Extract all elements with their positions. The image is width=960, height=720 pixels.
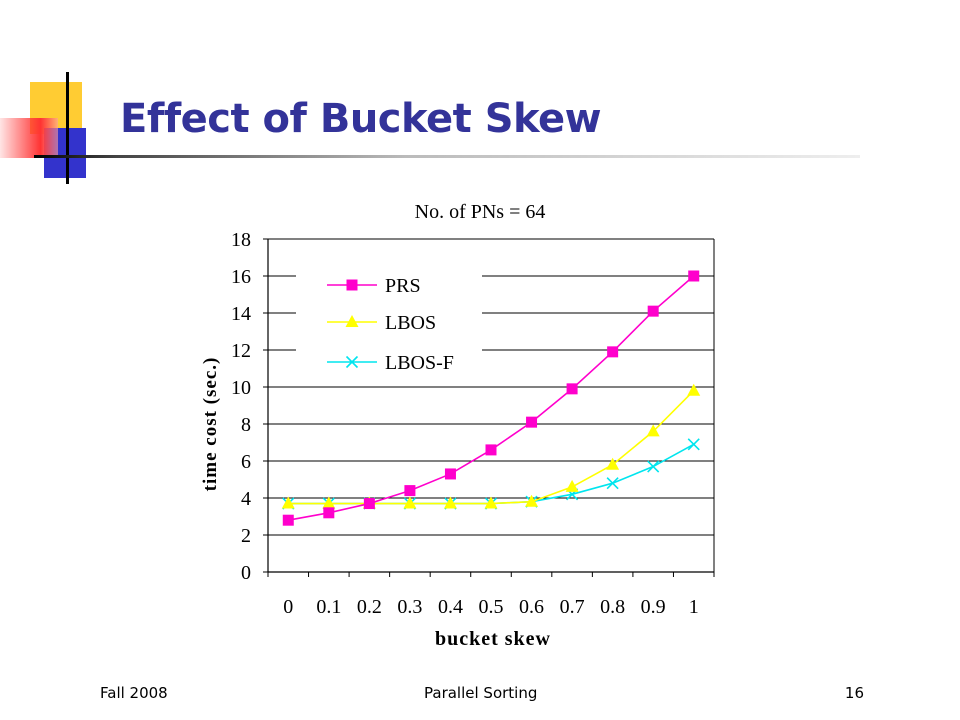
chart-title: No. of PNs = 64 (415, 201, 546, 223)
y-tick-label: 8 (241, 414, 251, 436)
data-point-prs (444, 468, 456, 480)
legend-marker (345, 355, 359, 369)
data-point-prs (404, 485, 416, 497)
x-tick-label: 0.9 (641, 596, 666, 618)
data-point-lbos-f (687, 438, 700, 451)
legend-label: LBOS-F (385, 352, 454, 374)
data-point-prs (282, 514, 294, 526)
y-tick-label: 16 (231, 266, 251, 288)
data-point-lbos (525, 494, 539, 507)
x-tick-label: 0.4 (438, 596, 463, 618)
decorative-red-square (0, 118, 58, 158)
y-tick-label: 18 (231, 229, 251, 251)
data-point-lbos (565, 479, 579, 492)
data-point-prs (607, 346, 619, 358)
data-point-lbos-f (647, 460, 660, 473)
legend-marker (346, 279, 358, 291)
data-point-lbos (646, 424, 660, 437)
x-axis-label: bucket skew (435, 628, 551, 650)
legend-label: PRS (385, 275, 421, 297)
data-point-prs (526, 416, 538, 428)
y-tick-label: 12 (231, 340, 251, 362)
x-tick-label: 0.6 (519, 596, 544, 618)
y-axis-label: time cost (sec.) (200, 357, 221, 492)
data-point-prs (688, 270, 700, 282)
page-number: 16 (844, 684, 864, 702)
data-point-lbos (687, 383, 701, 396)
y-tick-label: 10 (231, 377, 251, 399)
data-point-lbos-f (606, 477, 619, 490)
data-point-prs (566, 383, 578, 395)
x-tick-label: 0 (283, 596, 293, 618)
y-tick-label: 2 (241, 525, 251, 547)
x-tick-label: 0.3 (397, 596, 422, 618)
data-point-lbos (403, 496, 417, 509)
footer-topic: Parallel Sorting (424, 684, 538, 702)
decorative-vertical-line (66, 72, 69, 184)
data-point-prs (647, 305, 659, 317)
slide-title: Effect of Bucket Skew (120, 96, 602, 142)
data-point-prs (363, 498, 375, 510)
data-point-prs (323, 507, 335, 519)
y-tick-label: 6 (241, 451, 251, 473)
data-point-lbos (281, 496, 295, 509)
y-tick-label: 0 (241, 562, 251, 584)
data-point-lbos (606, 457, 620, 470)
legend-marker (345, 315, 359, 327)
y-tick-label: 4 (241, 488, 251, 510)
x-tick-label: 0.1 (316, 596, 341, 618)
data-point-lbos (443, 496, 457, 509)
data-point-prs (485, 444, 497, 456)
decorative-horizontal-line (34, 155, 860, 158)
x-tick-label: 0.8 (600, 596, 625, 618)
x-tick-label: 1 (689, 596, 699, 618)
x-tick-label: 0.7 (560, 596, 585, 618)
x-tick-label: 0.5 (479, 596, 504, 618)
data-point-lbos (484, 496, 498, 509)
footer-date: Fall 2008 (100, 684, 168, 702)
x-tick-label: 0.2 (357, 596, 382, 618)
legend-label: LBOS (385, 312, 436, 334)
data-point-lbos (322, 496, 336, 509)
y-tick-label: 14 (231, 303, 251, 325)
